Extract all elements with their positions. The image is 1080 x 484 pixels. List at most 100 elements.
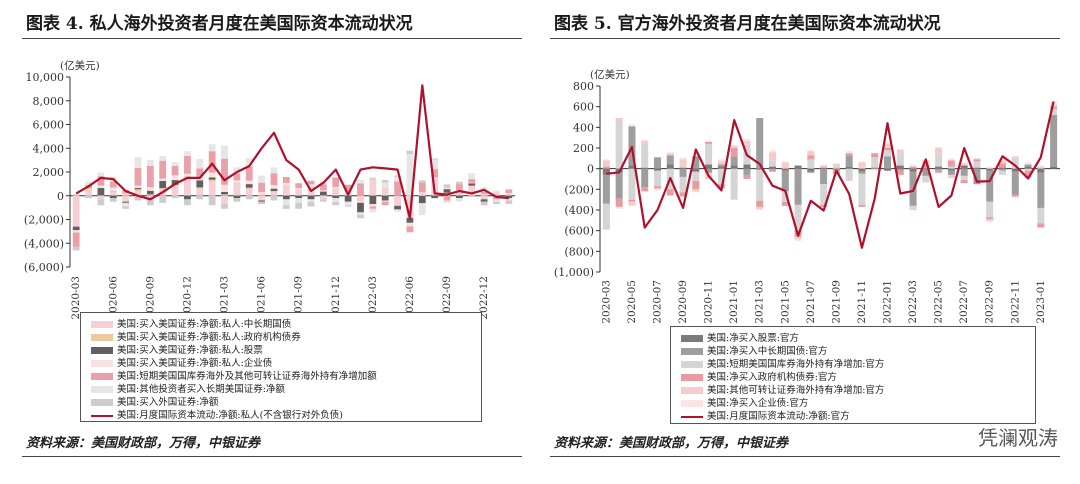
- bar-segment: [705, 140, 713, 142]
- bar-segment: [628, 168, 636, 200]
- bar-segment: [369, 206, 377, 209]
- bar-segment: [97, 176, 105, 186]
- bar-segment: [615, 172, 623, 199]
- x-tick-label: 2022-05: [933, 280, 945, 324]
- bar-segment: [233, 195, 241, 199]
- y-tick-label: 10,000: [26, 71, 65, 84]
- bar-segment: [208, 181, 216, 196]
- bar-segment: [332, 186, 340, 189]
- bar-segment: [307, 180, 315, 185]
- bar-segment: [369, 177, 377, 179]
- bar-segment: [858, 161, 866, 163]
- bar-segment: [909, 205, 917, 208]
- bar-segment: [295, 183, 303, 189]
- bar-segment: [431, 158, 439, 160]
- chart-panel-official: 图表 5. 官方海外投资者月度在美国际资本流动状况 (亿美元) (1,000) (8…: [540, 0, 1080, 484]
- bar-segment: [666, 152, 674, 154]
- legend-swatch: [91, 360, 113, 367]
- bar-segment: [986, 217, 994, 220]
- bar-segment: [344, 190, 352, 192]
- bar-segment: [443, 200, 451, 203]
- bar-segment: [909, 166, 917, 169]
- bar-segment: [258, 201, 265, 205]
- bar-segment: [781, 170, 789, 192]
- bar-segment: [883, 141, 892, 144]
- bar-segment: [493, 196, 500, 200]
- bar-segment: [756, 200, 764, 207]
- bar-segment: [258, 200, 265, 202]
- bar-segment: [270, 195, 278, 201]
- chart-svg-official: (亿美元) (1,000) (800) (600) (400) (200) 0 200 400 6…: [554, 68, 1060, 324]
- bar-segment: [743, 140, 751, 145]
- bar-segment: [406, 154, 414, 196]
- legend-label: 美国:净买入政府机构债券:官方: [707, 372, 837, 383]
- bar-segment: [109, 191, 117, 193]
- bar-segment: [455, 181, 463, 185]
- legend-label: 美国:买入美国证券:净额:私人:企业债: [117, 358, 273, 369]
- bar-segment: [628, 201, 636, 206]
- bar-segment: [807, 171, 815, 173]
- bar-segment: [883, 168, 892, 171]
- bar-segment: [270, 167, 278, 174]
- bar-segment: [97, 195, 105, 200]
- bar-segment: [208, 144, 216, 152]
- bar-segment: [196, 195, 204, 200]
- bar-segment: [184, 173, 191, 177]
- bar-segment: [270, 188, 278, 191]
- bar-segment: [794, 165, 802, 169]
- bar-segment: [947, 158, 955, 161]
- bar-segment: [85, 195, 92, 199]
- bar-segment: [258, 192, 265, 195]
- bar-segment: [756, 206, 764, 209]
- bar-segment: [493, 201, 500, 205]
- bar-segment: [807, 150, 815, 152]
- chart-svg-private: (亿美元) (6,000) (4,000) (2,000) 0 2,000 4,000 6,0…: [24, 59, 515, 320]
- bar-segment: [653, 186, 662, 189]
- bar-segment: [705, 164, 713, 169]
- bar-segment: [935, 148, 943, 155]
- legend-label: 美国:其他投资者买入长期美国证券:净额: [117, 384, 285, 395]
- bar-segment: [935, 146, 943, 148]
- bar-segment: [1037, 172, 1045, 208]
- bar-segment: [493, 193, 500, 196]
- bar-segment: [756, 168, 764, 170]
- legend-item: 美国:短期美国国库券海外持有净增加:官方: [681, 356, 884, 370]
- legend-private: 美国:买入美国证券:净额:私人:中长期国债 美国:买入美国证券:净额:私人:政府机…: [80, 312, 482, 422]
- y-tick-label: (400): [564, 204, 594, 217]
- bar-segment: [443, 187, 451, 190]
- bar-segment: [845, 155, 853, 167]
- bar-segment: [184, 151, 191, 156]
- bar-segment: [602, 166, 610, 169]
- legend-swatch: [91, 386, 113, 393]
- bar-segment: [184, 199, 191, 206]
- bar-segment: [960, 180, 968, 184]
- bar-segment: [998, 168, 1007, 171]
- bar-segment: [394, 175, 401, 177]
- bar-segment: [505, 194, 513, 196]
- bar-segment: [896, 165, 904, 169]
- bar-segment: [768, 168, 777, 170]
- bar-segment: [717, 161, 725, 165]
- bar-segment: [171, 165, 179, 176]
- bar-segment: [72, 246, 80, 251]
- bar-segment: [134, 189, 142, 191]
- bar-segment: [781, 191, 789, 202]
- bar-segment: [947, 174, 955, 178]
- bar-segment: [431, 178, 439, 180]
- legend-label: 美国:买入美国证券:净额:私人:政府机构债券: [117, 332, 301, 343]
- legend-swatch: [91, 414, 113, 417]
- bar-segment: [935, 154, 943, 167]
- bar-segment: [1050, 114, 1058, 167]
- bar-segment: [270, 173, 278, 186]
- x-tick-label: 2020-06: [107, 276, 119, 320]
- bar-segment: [845, 179, 853, 182]
- bar-segment: [883, 143, 892, 148]
- bar-segment: [909, 168, 917, 172]
- bar-segment: [935, 168, 943, 171]
- bar-segment: [468, 179, 476, 183]
- bar-segment: [641, 187, 649, 192]
- bar-segment: [505, 195, 513, 199]
- x-tick-label: 2021-11: [856, 280, 868, 324]
- bar-segment: [820, 165, 828, 168]
- bar-segment: [208, 177, 216, 180]
